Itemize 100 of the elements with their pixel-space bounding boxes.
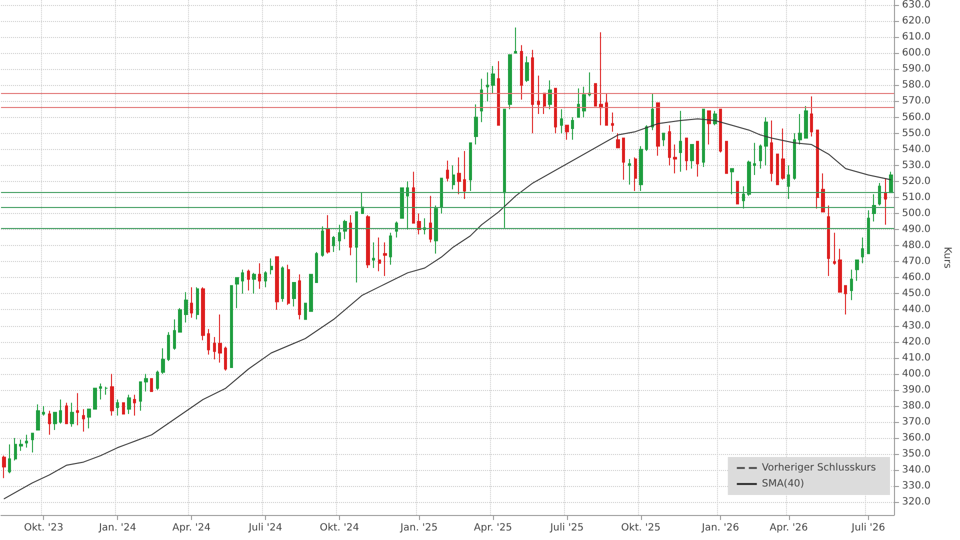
y-tick-label: 380.0 [902, 400, 931, 412]
candlestick [292, 282, 296, 308]
candlestick [82, 408, 85, 432]
candlestick [525, 56, 529, 82]
candlestick [366, 214, 370, 269]
candlestick [781, 128, 785, 180]
candlestick [349, 214, 352, 256]
y-tick-label: 410.0 [902, 352, 931, 364]
candlestick [497, 60, 500, 126]
candlestick [230, 285, 233, 368]
y-tick-label: 560.0 [902, 112, 931, 123]
candlestick [372, 242, 375, 269]
x-tick-label: Okt. '23 [24, 522, 64, 534]
candlestick [207, 328, 210, 356]
candlestick [622, 138, 625, 180]
candlestick [742, 186, 745, 210]
candlestick [628, 158, 631, 186]
y-tick-label: 510.0 [902, 192, 931, 203]
candlestick [14, 438, 17, 461]
candlestick [218, 314, 222, 364]
candlestick [201, 286, 205, 341]
candlestick [548, 80, 552, 110]
candlestick [241, 269, 244, 294]
y-tick-label: 320.0 [902, 496, 931, 508]
x-tick-label: Juli '25 [549, 522, 584, 534]
y-tick-label: 600.0 [902, 48, 931, 59]
y-tick-label: 500.0 [902, 208, 931, 219]
candlestick [616, 132, 620, 148]
candlestick [867, 210, 870, 254]
candlestick [65, 402, 68, 424]
candlestick [764, 116, 768, 166]
candlestick [196, 286, 199, 320]
candlestick [93, 388, 97, 410]
x-tick-label: Jan. '26 [700, 522, 740, 534]
candlestick [400, 187, 404, 219]
candlestick [87, 408, 91, 429]
candlestick [105, 386, 108, 396]
candlestick [474, 104, 478, 146]
candlestick [787, 164, 790, 200]
y-tick-label: 590.0 [902, 64, 931, 75]
candlestick [639, 146, 643, 192]
candlestick [793, 132, 796, 180]
candlestick [264, 270, 267, 288]
candlestick [855, 260, 859, 282]
candlestick [656, 102, 660, 156]
candlestick [144, 373, 148, 392]
candlestick [480, 78, 483, 123]
candlestick [662, 132, 665, 147]
candlestick [287, 264, 290, 306]
candlestick [457, 156, 461, 195]
candlestick [599, 32, 603, 126]
y-tick-label: 530.0 [902, 160, 931, 171]
candlestick [361, 192, 364, 214]
candlestick [747, 160, 751, 196]
candlestick [326, 214, 330, 254]
candlestick [884, 178, 887, 226]
legend-label: SMA(40) [762, 478, 804, 490]
candlestick [736, 180, 739, 204]
candlestick [605, 92, 608, 126]
candlestick [759, 144, 762, 170]
candlestick [565, 124, 569, 140]
candlestick [389, 232, 392, 266]
candlestick [872, 194, 876, 222]
candlestick [838, 248, 842, 293]
candlestick [2, 455, 6, 479]
line-series [3, 118, 892, 500]
candlestick [452, 164, 455, 190]
y-tick-label: 580.0 [902, 80, 931, 91]
candlestick [810, 96, 813, 138]
candlestick [434, 204, 438, 254]
y-tick-label: 480.0 [902, 240, 931, 252]
candlestick [224, 346, 227, 372]
candlestick [531, 49, 534, 134]
candlestick [543, 92, 546, 115]
candlestick [252, 272, 256, 294]
y-tick-label: 360.0 [902, 432, 931, 444]
y-tick-label: 540.0 [902, 144, 931, 155]
candlestick [110, 373, 114, 416]
candlestick [76, 392, 79, 426]
x-tick-label: Okt. '24 [320, 522, 360, 534]
candlestick [827, 204, 830, 277]
candlestick [804, 106, 808, 139]
candlestick [491, 65, 495, 94]
candlestick [571, 116, 574, 140]
candlestick [634, 156, 637, 192]
candlestick [730, 168, 734, 195]
candlestick [713, 110, 717, 126]
candlestick [338, 224, 341, 251]
candlestick [161, 348, 165, 374]
candlestick [8, 444, 11, 474]
candlestick [127, 394, 131, 414]
candlestick [281, 266, 284, 302]
x-tick-label: Jan. '25 [399, 522, 438, 534]
candlestick [685, 138, 688, 171]
candlestick [59, 399, 62, 424]
candlestick [173, 318, 176, 350]
candlestick [190, 286, 193, 318]
y-tick-label: 440.0 [902, 304, 931, 316]
candlestick [861, 237, 864, 264]
candlestick [440, 178, 443, 214]
